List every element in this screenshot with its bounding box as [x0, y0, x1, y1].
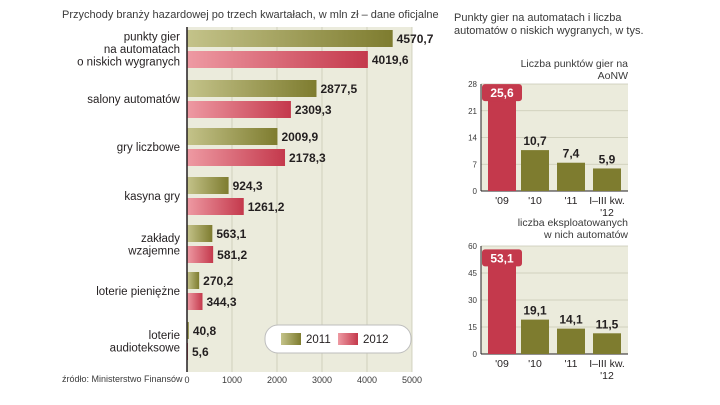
bar-value-label: 344,3	[206, 295, 236, 309]
aonw-points-y-tick-label: 21	[468, 107, 477, 116]
category-label: audioteksowe	[110, 342, 180, 354]
aonw-machines-y-tick-label: 45	[468, 269, 477, 278]
bar-2011-7	[187, 322, 189, 339]
bar-2011-5	[187, 225, 213, 242]
bar-2012-6	[187, 293, 203, 310]
aonw-points-x-tick-label: '12	[600, 207, 614, 219]
main-x-tick-label: 5000	[402, 375, 422, 385]
bar-value-label: 2009,9	[281, 130, 318, 144]
bar-value-label: 1261,2	[248, 200, 285, 214]
bar-value-label: 924,3	[233, 179, 263, 193]
aonw-machines-x-tick-label: '09	[495, 358, 509, 370]
bar-2011-6	[187, 272, 200, 289]
aonw-machines-bar-value-label: 14,1	[559, 313, 583, 327]
aonw-machines-x-tick-label: I–III kw.	[589, 358, 625, 370]
aonw-points-bar-3	[557, 162, 585, 191]
right-chart-title: automatów o niskich wygranych, w tys.	[454, 25, 644, 37]
aonw-points-highlight-label-box	[482, 84, 522, 102]
category-label: salony automatów	[87, 94, 180, 106]
bar-2011-1	[187, 30, 393, 47]
bar-value-label: 40,8	[193, 324, 217, 338]
category-label: na automatach	[104, 44, 180, 56]
aonw-machines-x-tick-label: '11	[565, 358, 578, 370]
bar-2011-2	[187, 80, 317, 97]
aonw-machines-bar-value-label: 11,5	[596, 317, 619, 331]
aonw-machines-bar-value-label: 19,1	[523, 304, 547, 318]
aonw-machines-y-tick-label: 30	[468, 296, 477, 305]
aonw-machines-y-tick-label: 0	[473, 350, 478, 359]
aonw-points-y-tick-label: 28	[468, 80, 477, 89]
bar-value-label: 4570,7	[397, 32, 434, 46]
bar-value-label: 2178,3	[289, 151, 326, 165]
aonw-machines-bar-3	[557, 328, 585, 354]
aonw-machines-bar-2	[521, 319, 549, 354]
aonw-points-x-tick-label: '11	[565, 195, 578, 207]
category-label: loterie pieniężne	[96, 286, 180, 298]
aonw-machines-highlight-label-box	[482, 249, 522, 267]
aonw-machines-subtitle: w nich automatów	[543, 229, 628, 241]
aonw-points-y-tick-label: 14	[468, 134, 477, 143]
aonw-points-x-tick-label: '09	[495, 195, 509, 207]
main-x-tick-label: 4000	[357, 375, 377, 385]
aonw-points-bar-value-label: 25,6	[490, 86, 514, 100]
category-label: wzajemne	[127, 245, 180, 257]
main-x-tick-label: 3000	[312, 375, 332, 385]
aonw-points-bar-1	[488, 93, 516, 191]
bar-value-label: 2877,5	[320, 82, 357, 96]
legend-label-2011: 2011	[306, 334, 331, 346]
bar-2011-3	[187, 128, 278, 145]
aonw-points-bar-value-label: 7,4	[563, 147, 580, 161]
aonw-machines-subtitle: liczba eksploatowanych	[518, 217, 628, 229]
source-note: źródło: Ministerstwo Finansów	[62, 374, 183, 384]
aonw-machines-bar-1	[488, 258, 516, 354]
aonw-points-bar-value-label: 10,7	[523, 134, 547, 148]
category-label: punkty gier	[124, 32, 180, 44]
aonw-points-y-tick-label: 0	[473, 187, 478, 196]
bar-value-label: 581,2	[217, 248, 247, 262]
bar-value-label: 5,6	[192, 345, 209, 359]
legend-swatch-2012	[338, 333, 358, 345]
aonw-machines-x-tick-label: '10	[528, 358, 542, 370]
aonw-machines-x-tick-label: '12	[600, 370, 614, 382]
main-x-tick-label: 0	[184, 375, 189, 385]
bar-value-label: 563,1	[216, 227, 246, 241]
bar-value-label: 4019,6	[372, 53, 409, 67]
aonw-points-bar-4	[593, 168, 621, 191]
aonw-machines-y-tick-label: 15	[468, 323, 477, 332]
category-label: o niskich wygranych	[77, 57, 180, 69]
aonw-points-x-tick-label: '10	[528, 195, 542, 207]
aonw-points-subtitle: Liczba punktów gier na	[521, 58, 629, 70]
bar-value-label: 2309,3	[295, 103, 332, 117]
legend-label-2012: 2012	[363, 334, 389, 346]
bar-2012-2	[187, 101, 291, 118]
main-x-tick-label: 2000	[267, 375, 287, 385]
bar-2012-3	[187, 149, 286, 166]
category-label: loterie	[149, 330, 180, 342]
aonw-points-subtitle: AoNW	[598, 70, 628, 82]
right-chart-title: Punkty gier na automatach i liczba	[454, 12, 622, 24]
main-x-tick-label: 1000	[222, 375, 242, 385]
aonw-machines-y-tick-label: 60	[468, 242, 477, 251]
bar-2011-4	[187, 177, 229, 194]
aonw-points-y-tick-label: 7	[473, 160, 478, 169]
bar-2012-4	[187, 198, 244, 215]
category-label: kasyna gry	[124, 191, 180, 203]
aonw-machines-bar-4	[593, 333, 621, 354]
bar-2012-5	[187, 246, 214, 263]
legend-swatch-2011	[281, 333, 301, 345]
aonw-points-x-tick-label: I–III kw.	[589, 195, 625, 207]
aonw-points-bar-2	[521, 150, 549, 191]
aonw-machines-bar-value-label: 53,1	[490, 251, 514, 265]
category-label: zakłady	[141, 233, 180, 245]
aonw-points-bar-value-label: 5,9	[599, 152, 616, 166]
bar-2012-1	[187, 51, 368, 68]
main-chart-title: Przychody branży hazardowej po trzech kw…	[62, 9, 439, 21]
category-label: gry liczbowe	[117, 142, 180, 154]
bar-value-label: 270,2	[203, 274, 233, 288]
